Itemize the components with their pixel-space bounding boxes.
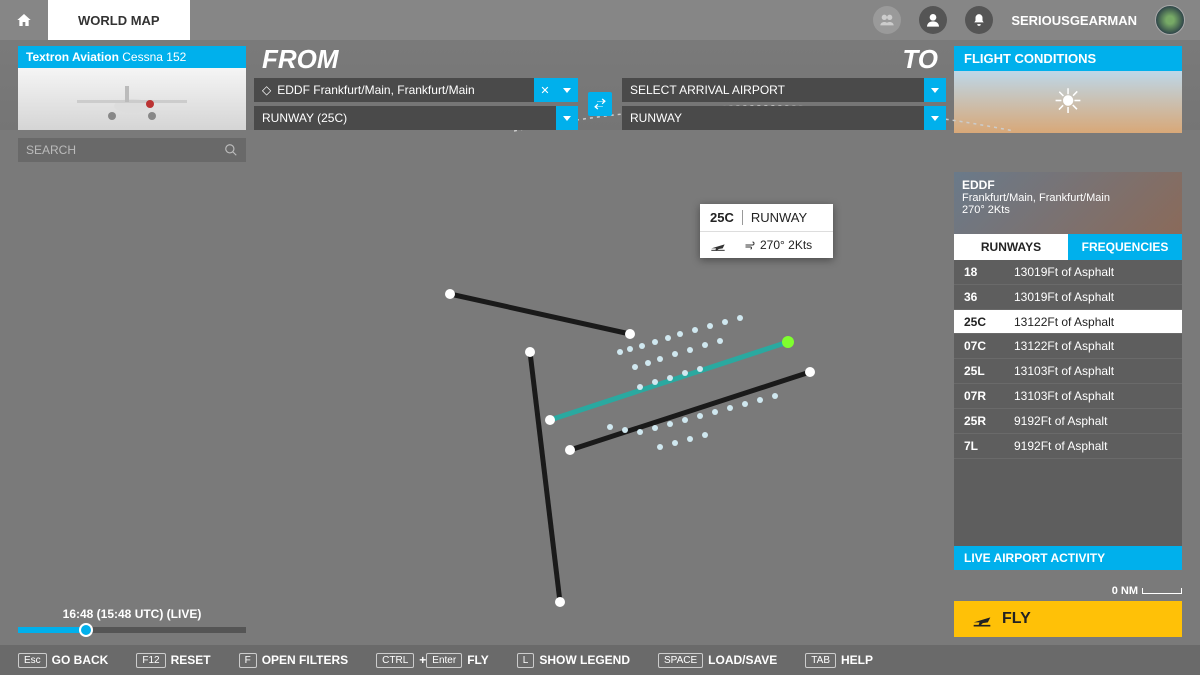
footer-hint[interactable]: EscGO BACK xyxy=(18,653,108,668)
flight-conditions-card[interactable]: FLIGHT CONDITIONS ☀ xyxy=(954,46,1182,133)
footer-hint[interactable]: LSHOW LEGEND xyxy=(517,653,630,668)
waypoint-icon: ◇ xyxy=(262,83,271,97)
footer-hint[interactable]: SPACELOAD/SAVE xyxy=(658,653,777,668)
map-scale: 0 NM xyxy=(1112,585,1182,597)
top-bar: WORLD MAP SERIOUSGEARMAN xyxy=(0,0,1200,40)
time-label: 16:48 (15:48 UTC) (LIVE) xyxy=(18,605,246,623)
footer-hints: EscGO BACK F12RESET FOPEN FILTERS CTRL + En… xyxy=(0,645,1200,675)
departure-dropdown[interactable] xyxy=(556,78,578,102)
aircraft-icon xyxy=(62,74,202,124)
departure-select[interactable]: ◇EDDF Frankfurt/Main, Frankfurt/Main ✕ xyxy=(254,78,578,102)
departure-runway-select[interactable]: RUNWAY (25C) xyxy=(254,106,578,130)
wind-icon xyxy=(744,239,756,251)
tab-frequencies[interactable]: FREQUENCIES xyxy=(1068,234,1182,260)
arrival-runway-select[interactable]: RUNWAY xyxy=(622,106,946,130)
to-label: TO xyxy=(902,44,938,75)
tab-runways[interactable]: RUNWAYS xyxy=(954,234,1068,260)
airport-info-header: EDDF Frankfurt/Main, Frankfurt/Main 270°… xyxy=(954,172,1182,234)
clear-departure-button[interactable]: ✕ xyxy=(534,78,556,102)
takeoff-icon xyxy=(972,611,992,627)
aircraft-image xyxy=(18,68,246,130)
footer-hint[interactable]: F12RESET xyxy=(136,653,210,668)
fly-button[interactable]: FLY xyxy=(954,601,1182,637)
runway-row[interactable]: 25R9192Ft of Asphalt xyxy=(954,409,1182,434)
arrival-runway-dropdown[interactable] xyxy=(924,106,946,130)
runway-row[interactable]: 7L9192Ft of Asphalt xyxy=(954,434,1182,459)
time-widget[interactable]: 16:48 (15:48 UTC) (LIVE) xyxy=(18,605,246,637)
runway-row[interactable]: 07R13103Ft of Asphalt xyxy=(954,384,1182,409)
airport-diagram xyxy=(380,252,840,612)
sun-icon: ☀ xyxy=(1053,82,1083,122)
departure-runway-dropdown[interactable] xyxy=(556,106,578,130)
home-button[interactable] xyxy=(0,0,48,40)
conditions-title: FLIGHT CONDITIONS xyxy=(954,46,1182,71)
runway-list: 1813019Ft of Asphalt3613019Ft of Asphalt… xyxy=(954,260,1182,546)
footer-hint[interactable]: CTRL + EnterFLY xyxy=(376,653,489,668)
arrival-dropdown[interactable] xyxy=(924,78,946,102)
footer-hint[interactable]: TABHELP xyxy=(805,653,873,668)
runway-row[interactable]: 1813019Ft of Asphalt xyxy=(954,260,1182,285)
flight-plan-row: Textron Aviation Cessna 152 FROM TO ◇EDD… xyxy=(0,40,1200,130)
runway-tooltip: 25CRUNWAY 270° 2Kts xyxy=(700,204,833,258)
runway-row[interactable]: 3613019Ft of Asphalt xyxy=(954,285,1182,310)
friends-icon[interactable] xyxy=(873,6,901,34)
aircraft-title: Textron Aviation Cessna 152 xyxy=(18,46,246,68)
profile-icon[interactable] xyxy=(919,6,947,34)
aircraft-card[interactable]: Textron Aviation Cessna 152 xyxy=(18,46,246,130)
avatar[interactable] xyxy=(1155,5,1185,35)
notifications-icon[interactable] xyxy=(965,6,993,34)
username-label: SERIOUSGEARMAN xyxy=(1011,13,1137,28)
footer-hint[interactable]: FOPEN FILTERS xyxy=(239,653,349,668)
runway-row[interactable]: 25L13103Ft of Asphalt xyxy=(954,359,1182,384)
swap-route-button[interactable] xyxy=(588,92,612,116)
runway-row[interactable]: 25C13122Ft of Asphalt xyxy=(954,310,1182,334)
runway-row[interactable]: 07C13122Ft of Asphalt xyxy=(954,334,1182,359)
from-label: FROM xyxy=(262,44,339,75)
departure-icon xyxy=(710,239,726,251)
tab-world-map[interactable]: WORLD MAP xyxy=(48,0,190,40)
swap-icon xyxy=(593,97,607,111)
search-input[interactable]: SEARCH xyxy=(18,138,246,162)
live-activity-button[interactable]: LIVE AIRPORT ACTIVITY xyxy=(954,546,1182,570)
home-icon xyxy=(16,12,32,28)
airport-info-panel: EDDF Frankfurt/Main, Frankfurt/Main 270°… xyxy=(954,172,1182,570)
arrival-select[interactable]: SELECT ARRIVAL AIRPORT xyxy=(622,78,946,102)
time-slider[interactable] xyxy=(18,627,246,633)
search-icon xyxy=(224,143,238,157)
